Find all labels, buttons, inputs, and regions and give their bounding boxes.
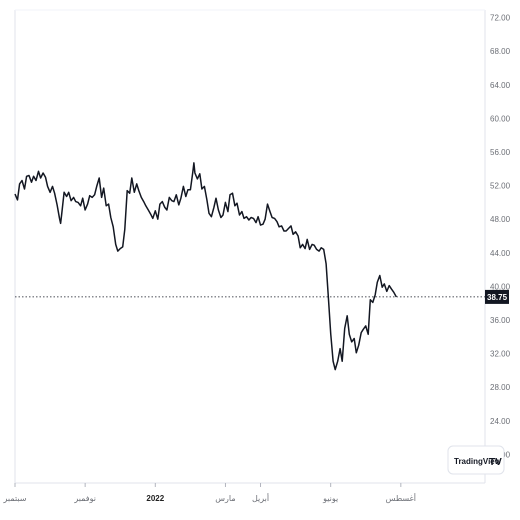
x-tick-label: نوفمبر [73, 494, 96, 503]
x-tick-label: أغسطس [386, 493, 416, 503]
current-price-label: 38.75 [487, 293, 508, 302]
chart-frame [14, 9, 486, 484]
x-tick-label: يونيو [322, 494, 338, 503]
y-tick-label: 28.00 [490, 383, 511, 392]
x-tick-label: سبتمبر [3, 494, 27, 503]
y-tick-label: 72.00 [490, 14, 511, 23]
x-axis[interactable]: سبتمبر نوفمبر 2022 مارس أبريل يونيو أغسطس [3, 483, 416, 503]
tradingview-watermark[interactable]: TradingView TV [447, 445, 505, 475]
y-tick-label: 40.00 [490, 282, 511, 291]
watermark-bg [447, 445, 505, 475]
y-tick-label: 52.00 [490, 182, 511, 191]
current-price-badge: 38.75 [485, 289, 509, 304]
tradingview-logo-icon: TV [489, 457, 502, 468]
y-tick-label: 64.00 [490, 81, 511, 90]
x-tick-label: 2022 [146, 494, 164, 503]
series [14, 162, 397, 371]
y-axis[interactable]: 72.00 68.00 64.00 60.00 56.00 52.00 48.00 44.00… [490, 14, 511, 460]
y-tick-label: 56.00 [490, 148, 511, 157]
y-tick-label: 24.00 [490, 417, 511, 426]
x-tick-label: مارس [215, 494, 235, 503]
y-tick-label: 36.00 [490, 316, 511, 325]
y-tick-label: 32.00 [490, 350, 511, 359]
y-tick-label: 68.00 [490, 47, 511, 56]
y-tick-label: 60.00 [490, 114, 511, 123]
x-tick-label: أبريل [252, 493, 269, 503]
y-tick-label: 48.00 [490, 215, 511, 224]
y-tick-label: 44.00 [490, 249, 511, 258]
price-series-line [14, 162, 397, 371]
watermark-text: TradingView [454, 457, 502, 466]
current-price-badge-bg [485, 289, 509, 304]
